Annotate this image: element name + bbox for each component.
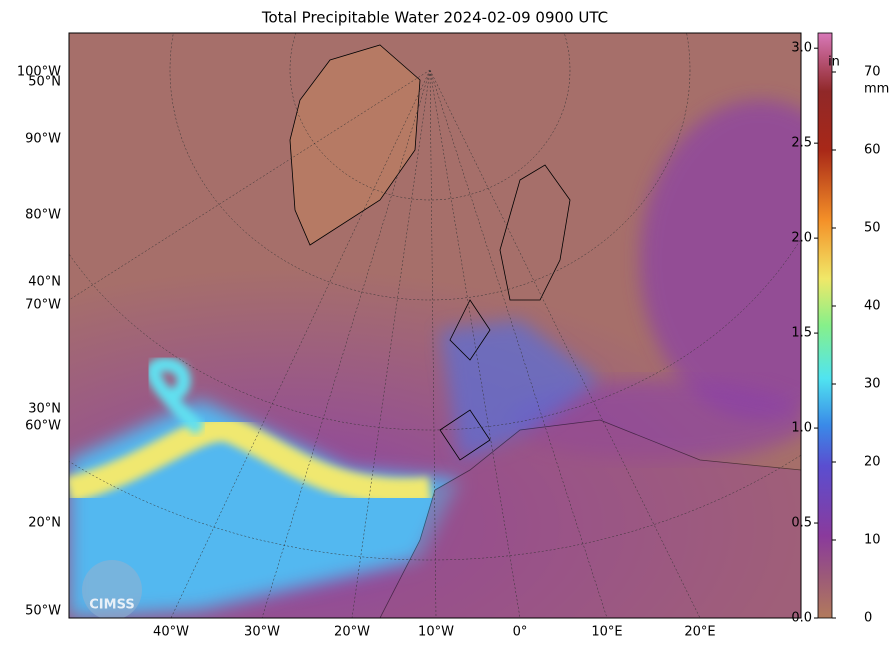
map-frame xyxy=(68,32,802,619)
colorbar-in-label: 2.0 xyxy=(791,231,812,246)
colorbar-mm-label: 20 xyxy=(864,455,881,470)
lat-lon-label: 80°W xyxy=(25,208,61,223)
lon-label: 0° xyxy=(513,625,528,640)
colorbar-in-label: 1.0 xyxy=(791,421,812,436)
map: CIMSS xyxy=(69,33,801,618)
colorbar-mm-label: 50 xyxy=(864,221,881,236)
colorbar-mm-label: 30 xyxy=(864,377,881,392)
lat-lon-label: 50°N xyxy=(28,75,61,90)
lat-lon-label: 30°N xyxy=(28,402,61,417)
colorbar xyxy=(817,32,833,619)
colorbar-mm-label: 70 xyxy=(864,65,881,80)
lat-lon-label: 90°W xyxy=(25,132,61,147)
lon-label: 10°W xyxy=(418,625,454,640)
logo: CIMSS xyxy=(89,598,134,613)
lon-label: 30°W xyxy=(244,625,280,640)
title: Total Precipitable Water 2024-02-09 0900… xyxy=(261,9,608,27)
lat-lon-label: 50°W xyxy=(25,604,61,619)
colorbar-in-label: 3.0 xyxy=(791,41,812,56)
colorbar-unit: mm xyxy=(864,82,889,97)
lat-lon-label: 60°W xyxy=(25,419,61,434)
lon-label: 10°E xyxy=(591,625,622,640)
lat-lon-label: 100°W xyxy=(17,65,61,80)
colorbar-in-label: 2.5 xyxy=(791,136,812,151)
colorbar-in-label: 0.0 xyxy=(791,611,812,626)
colorbar-mm-label: 40 xyxy=(864,299,881,314)
lat-lon-label: 40°N xyxy=(28,275,61,290)
colorbar-mm-label: 10 xyxy=(864,533,881,548)
colorbar-in-label: 0.5 xyxy=(791,516,812,531)
colorbar-in-label: 1.5 xyxy=(791,326,812,341)
lon-label: 20°W xyxy=(334,625,370,640)
lat-lon-label: 20°N xyxy=(28,516,61,531)
lon-label: 20°E xyxy=(684,625,715,640)
colorbar-unit: in xyxy=(828,55,840,70)
colorbar-mm-label: 0 xyxy=(864,611,872,626)
lon-label: 40°W xyxy=(153,625,189,640)
lat-lon-label: 70°W xyxy=(25,298,61,313)
colorbar-mm-label: 60 xyxy=(864,143,881,158)
